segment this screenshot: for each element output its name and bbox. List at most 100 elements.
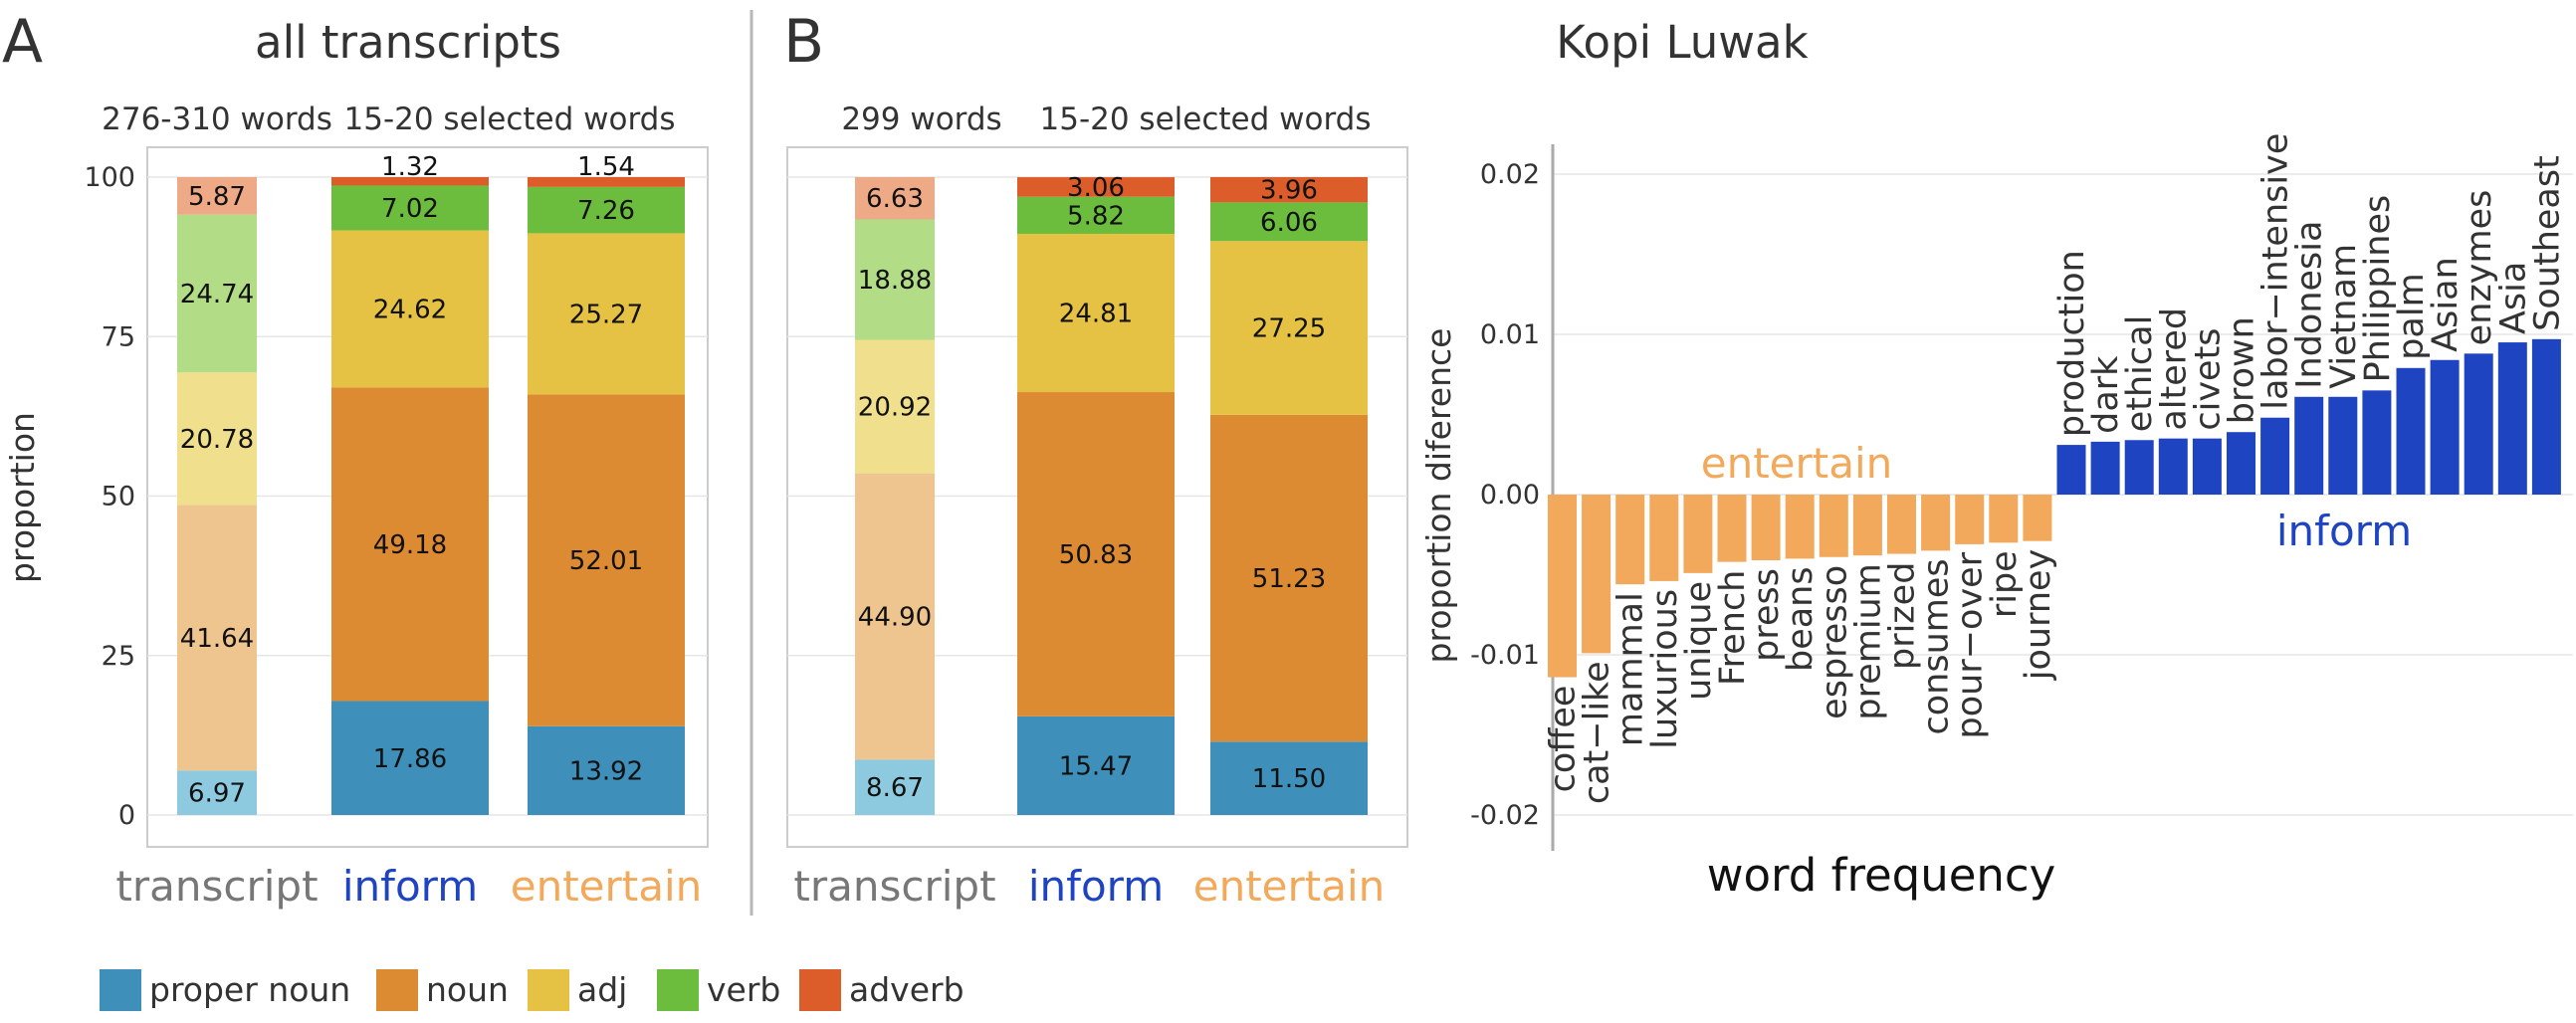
bar-segment-proper-noun (331, 701, 489, 815)
word-label: coffee (1544, 686, 1584, 793)
word-label: beans (1781, 566, 1821, 672)
bar-value-label: 50.83 (1059, 540, 1133, 570)
bar-value-label: 5.87 (188, 182, 246, 212)
word-label: Southeast (2527, 155, 2567, 331)
bar-segment-verb (1210, 202, 1368, 242)
bar-value-label: 11.50 (1252, 764, 1326, 794)
y-tick-label: 75 (102, 321, 135, 352)
word-label: journey (2019, 549, 2058, 682)
word-bar-inform (2531, 338, 2561, 495)
y-tick-label: -0.02 (1470, 800, 1540, 831)
legend-label: adverb (849, 970, 965, 1009)
bar-segment-proper-noun (1017, 716, 1175, 815)
word-bar-entertain (1852, 495, 1882, 556)
panel-a-ylabel: proportion (3, 412, 42, 583)
word-bar-inform (2056, 445, 2086, 495)
bar-segment-proper-noun (177, 770, 257, 815)
legend-swatch-adverb (799, 969, 841, 1011)
legend-label: noun (426, 970, 509, 1009)
word-label: Asia (2493, 262, 2533, 334)
bar-value-label: 18.88 (858, 266, 932, 296)
bar-value-label: 24.81 (1059, 300, 1133, 329)
bar-segment-adverb (177, 177, 257, 215)
bar-segment-adverb (855, 177, 935, 220)
bar-value-label: 41.64 (180, 624, 254, 654)
word-label: labor−intensive (2256, 133, 2296, 410)
bar-value-label: 6.97 (188, 779, 246, 809)
word-label: mammal (1611, 592, 1651, 746)
bar-segment-verb (528, 186, 685, 234)
y-tick-label: -0.01 (1470, 640, 1540, 671)
word-label: dark (2086, 355, 2126, 434)
bar-value-label: 7.26 (577, 196, 635, 226)
bar-value-label: 44.90 (858, 603, 932, 633)
word-bar-entertain (1819, 495, 1848, 557)
bar-value-label: 27.25 (1252, 314, 1326, 344)
word-label: Indonesia (2290, 221, 2330, 389)
bar-value-label: 1.54 (577, 152, 635, 182)
bar-value-label: 24.74 (180, 280, 254, 309)
bar-value-label: 3.96 (1260, 176, 1318, 206)
word-bar-inform (2227, 432, 2255, 495)
word-bar-entertain (1717, 495, 1747, 562)
word-bar-inform (2430, 359, 2460, 495)
panel-c-plot: -0.02 -0.01 0.00 0.01 0.02 coffeecat−likemamm… (1470, 133, 2573, 851)
word-label: ripe (1985, 550, 2025, 618)
word-bar-entertain (1887, 495, 1916, 554)
panel-letter-b: B (783, 7, 824, 77)
y-tick-label: 0.00 (1480, 480, 1540, 511)
bar-segment-adverb (331, 177, 489, 186)
bar-segment-adj (528, 233, 685, 395)
y-tick-label: 50 (102, 482, 135, 512)
x-tick-label-inform: inform (1028, 862, 1164, 911)
bar-segment-noun (528, 394, 685, 726)
bar-value-label: 3.06 (1067, 173, 1125, 203)
bar-value-label: 52.01 (569, 546, 643, 576)
panel-letter-a: A (2, 7, 43, 77)
bar-segment-noun (1017, 392, 1175, 716)
y-tick-label: 0 (118, 800, 135, 831)
panel-a-plot: 0 25 50 75 100 6.97 41.64 20.78 24.74 5.87 transcr… (84, 152, 708, 911)
legend-swatch-noun (376, 969, 418, 1011)
bar-segment-noun (177, 505, 257, 771)
bar-value-label: 6.63 (866, 184, 924, 214)
word-bar-inform (2090, 441, 2120, 495)
word-bar-inform (2260, 417, 2290, 495)
word-bar-inform (2158, 438, 2188, 495)
word-label: prized (1883, 562, 1923, 670)
word-bar-entertain (1751, 495, 1781, 561)
word-label: enzymes (2460, 190, 2499, 346)
bar-segment-noun (855, 473, 935, 760)
word-label: Asian (2426, 257, 2466, 352)
word-label: palm (2392, 273, 2432, 359)
x-tick-label-inform: inform (342, 862, 478, 911)
bar-value-label: 6.06 (1260, 208, 1318, 238)
word-label: luxurious (1645, 589, 1685, 749)
bar-segment-adverb (1210, 177, 1368, 203)
bar-value-label: 20.78 (180, 425, 254, 455)
word-label: press (1747, 568, 1787, 662)
word-bar-inform (2464, 353, 2493, 495)
x-tick-label-entertain: entertain (511, 862, 703, 911)
panel-b-frame (786, 146, 1408, 848)
word-label: Vietnam (2324, 244, 2364, 389)
bar-segment-verb (1017, 196, 1175, 234)
panel-a-frame (146, 146, 709, 848)
panel-c-xlabel: word frequency (1707, 849, 2056, 902)
bar-value-label: 5.82 (1067, 201, 1125, 231)
bar-value-label: 24.62 (373, 295, 447, 324)
word-bar-entertain (1921, 495, 1951, 551)
word-bar-inform (2497, 342, 2527, 495)
bar-value-label: 17.86 (373, 744, 447, 774)
word-label: civets (2188, 327, 2228, 430)
word-bar-inform (2396, 367, 2426, 495)
bar-segment-verb (331, 185, 489, 231)
panel-c-title: Kopi Luwak (1556, 16, 1808, 69)
bar-segment-adj (855, 339, 935, 474)
x-tick-label-transcript: transcript (793, 862, 995, 911)
panel-a-subtitle-selected: 15-20 selected words (344, 102, 676, 137)
panel-b-plot: 8.67 44.90 20.92 18.88 6.63 transcript 15.47 50… (787, 173, 1407, 911)
group-label-entertain: entertain (1701, 439, 1893, 488)
panel-a-title: all transcripts (255, 16, 561, 69)
